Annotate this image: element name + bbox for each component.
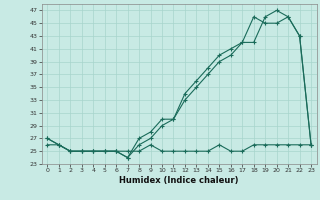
X-axis label: Humidex (Indice chaleur): Humidex (Indice chaleur) [119,176,239,185]
